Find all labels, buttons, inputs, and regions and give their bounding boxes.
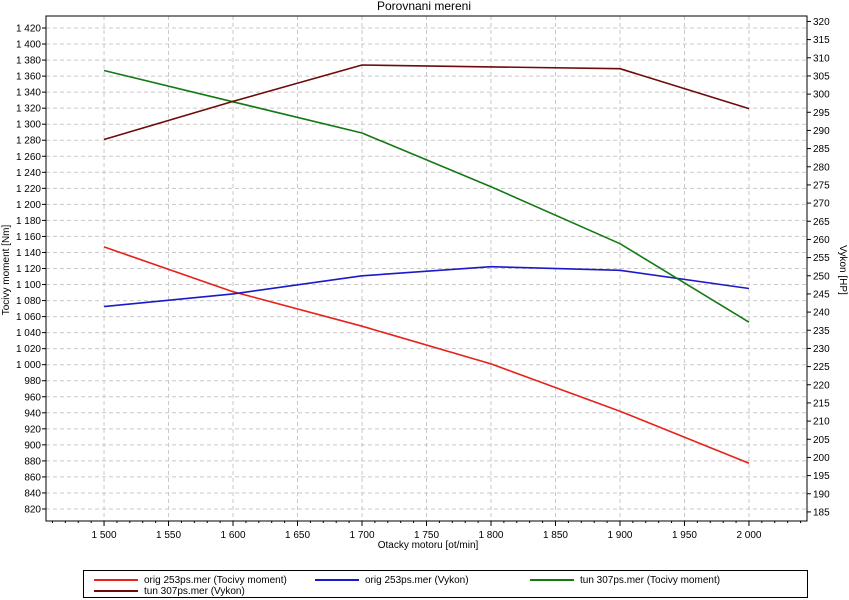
y-right-tick-label: 315 <box>813 35 830 46</box>
series-line <box>103 265 750 308</box>
y-left-tick-label: 1 200 <box>16 200 41 211</box>
y-left-tick-label: 820 <box>24 504 41 515</box>
y-right-tick-label: 250 <box>813 271 830 282</box>
y-right-tick-label: 240 <box>813 308 830 319</box>
y-right-tick-label: 205 <box>813 435 830 446</box>
y-right-tick-label: 245 <box>813 289 830 300</box>
y-right-tick-label: 295 <box>813 108 830 119</box>
x-tick-label: 1 900 <box>607 530 632 541</box>
y-left-tick-label: 1 000 <box>16 360 41 371</box>
y-right-tick-label: 230 <box>813 344 830 355</box>
y-left-tick-label: 1 120 <box>16 264 41 275</box>
y-right-tick-label: 195 <box>813 471 830 482</box>
x-tick-label: 2 000 <box>736 530 761 541</box>
y-right-tick-label: 225 <box>813 362 830 373</box>
series-line <box>103 246 750 465</box>
y-left-tick-label: 1 340 <box>16 88 41 99</box>
x-axis-title: Otacky motoru [ot/min] <box>378 540 479 551</box>
y-left-tick-label: 1 060 <box>16 312 41 323</box>
y-left-tick-label: 1 040 <box>16 328 41 339</box>
legend-label: tun 307ps.mer (Tocivy moment) <box>580 574 721 586</box>
y-right-tick-label: 190 <box>813 489 830 500</box>
y-right-tick-label: 300 <box>813 90 830 101</box>
grid <box>46 16 807 521</box>
legend-swatch <box>94 590 138 592</box>
y-left-tick-label: 980 <box>24 376 41 387</box>
y-right-tick-label: 275 <box>813 180 830 191</box>
y-right-tick-label: 200 <box>813 453 830 464</box>
y-right-tick-label: 310 <box>813 53 830 64</box>
y-right-tick-label: 185 <box>813 507 830 518</box>
legend-item: orig 253ps.mer (Tocivy moment) <box>94 574 287 586</box>
legend-item: tun 307ps.mer (Tocivy moment) <box>530 574 720 586</box>
x-tick-label: 1 600 <box>221 530 246 541</box>
y-left-tick-label: 1 420 <box>16 24 41 35</box>
legend-label: tun 307ps.mer (Vykon) <box>144 585 245 597</box>
series-line <box>103 64 750 141</box>
x-tick-label: 1 550 <box>156 530 181 541</box>
y-right-tick-label: 220 <box>813 380 830 391</box>
x-tick-label: 1 700 <box>349 530 374 541</box>
y-right-tick-label: 265 <box>813 217 830 228</box>
legend-label: orig 253ps.mer (Vykon) <box>365 574 469 586</box>
y-right-tick-label: 290 <box>813 126 830 137</box>
y-left-tick-label: 1 300 <box>16 120 41 131</box>
series-line <box>103 69 750 323</box>
legend-swatch <box>315 579 359 581</box>
y-left-tick-label: 1 280 <box>16 136 41 147</box>
y-left-tick-label: 860 <box>24 472 41 483</box>
y-left-tick-label: 1 160 <box>16 232 41 243</box>
y-left-tick-label: 1 240 <box>16 168 41 179</box>
legend: orig 253ps.mer (Tocivy moment) orig 253p… <box>83 570 808 598</box>
y-left-tick-label: 1 360 <box>16 72 41 83</box>
y-left-tick-label: 1 100 <box>16 280 41 291</box>
legend-label: orig 253ps.mer (Tocivy moment) <box>144 574 287 586</box>
x-tick-label: 1 800 <box>478 530 503 541</box>
y-left-tick-label: 1 080 <box>16 296 41 307</box>
y-axis-right-title: Vykon [HP] <box>837 245 848 295</box>
x-tick-label: 1 650 <box>285 530 310 541</box>
y-right-tick-label: 215 <box>813 398 830 409</box>
axes: 820 840 860 880 900 920 940 960 980 1 000 1 020 1 0… <box>16 17 830 541</box>
y-left-tick-label: 1 320 <box>16 104 41 115</box>
y-left-tick-label: 1 220 <box>16 184 41 195</box>
y-right-tick-label: 285 <box>813 144 830 155</box>
chart-title: Porovnani mereni <box>377 0 471 13</box>
y-left-tick-label: 960 <box>24 392 41 403</box>
y-left-tick-label: 1 140 <box>16 248 41 259</box>
y-left-tick-label: 1 180 <box>16 216 41 227</box>
y-left-tick-label: 920 <box>24 424 41 435</box>
x-tick-label: 1 850 <box>543 530 568 541</box>
y-right-tick-label: 320 <box>813 17 830 28</box>
y-axis-left-title: Tocivy moment [Nm] <box>1 224 12 315</box>
y-left-tick-label: 1 400 <box>16 40 41 51</box>
y-left-tick-label: 1 380 <box>16 56 41 67</box>
x-tick-label: 1 950 <box>672 530 697 541</box>
y-right-tick-label: 305 <box>813 71 830 82</box>
y-left-tick-label: 1 020 <box>16 344 41 355</box>
legend-item: tun 307ps.mer (Vykon) <box>94 585 245 597</box>
y-left-tick-label: 880 <box>24 456 41 467</box>
y-right-tick-label: 210 <box>813 417 830 428</box>
y-right-tick-label: 260 <box>813 235 830 246</box>
y-left-tick-label: 840 <box>24 488 41 499</box>
x-tick-label: 1 500 <box>92 530 117 541</box>
legend-swatch <box>530 579 574 581</box>
legend-swatch <box>94 579 138 581</box>
y-right-tick-label: 235 <box>813 326 830 337</box>
legend-item: orig 253ps.mer (Vykon) <box>315 574 469 586</box>
series-lines <box>103 64 750 465</box>
y-left-tick-label: 900 <box>24 440 41 451</box>
y-right-tick-label: 280 <box>813 162 830 173</box>
y-left-tick-label: 1 260 <box>16 152 41 163</box>
y-right-tick-label: 270 <box>813 199 830 210</box>
y-left-tick-label: 940 <box>24 408 41 419</box>
y-right-tick-label: 255 <box>813 253 830 264</box>
x-tick-label: 1 750 <box>414 530 439 541</box>
